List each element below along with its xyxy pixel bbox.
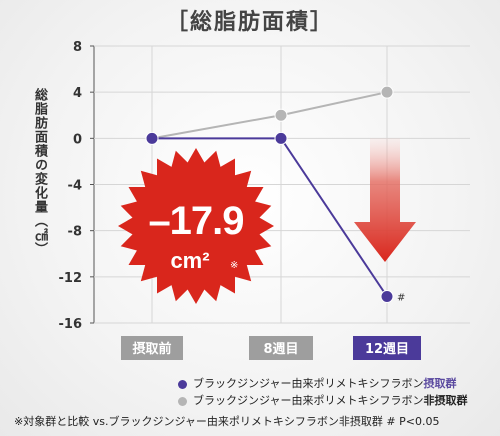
data-point [145,131,159,145]
significance-mark: # [397,292,405,303]
down-arrow-shape [354,138,416,262]
series-layer: # [145,85,405,303]
burst-note: ※ [230,260,238,271]
burst-shape [118,148,274,304]
y-tick-label: 0 [73,132,82,147]
y-tick-label: -4 [68,179,82,194]
x-axis-ticks: 摂取前 8週目 12週目 [121,336,421,360]
data-point [380,85,394,99]
legend-control: ブラックジンジャー由来ポリメトキシフラボン非摂取群 [178,392,467,408]
data-point [274,108,288,122]
series-line [151,91,388,140]
burst-value: –17.9 [148,199,243,243]
chart-axes: 8 4 0 -4 -8 -12 -16 [59,40,470,332]
y-axis-label: 総脂肪面積の変化量（㎠） [32,88,47,256]
legend-treated-suffix: 摂取群 [423,377,457,390]
burst-unit: cm² [170,248,209,273]
y-tick-label: 4 [73,86,82,101]
chart-title: ［総脂肪面積］ [165,10,334,35]
legend-control-marker [178,396,187,406]
x-tick-label: 12週目 [365,342,409,357]
y-tick-label: 8 [73,40,82,55]
y-tick-label: -12 [59,271,83,286]
x-tick-box [121,336,183,360]
x-tick-label: 8週目 [263,342,298,357]
legend-treated: ブラックジンジャー由来ポリメトキシフラボン摂取群 [178,375,456,391]
x-tick-box [249,336,313,360]
y-tick-label: -8 [68,225,82,240]
legend-control-suffix: 非摂取群 [423,394,468,407]
legend-treated-prefix: ブラックジンジャー由来ポリメトキシフラボン [193,377,424,390]
y-tick-label: -16 [59,317,83,332]
legend-control-prefix: ブラックジンジャー由来ポリメトキシフラボン [193,394,424,407]
reduction-burst: –17.9 cm² ※ [118,148,274,304]
decrease-arrow [354,138,416,262]
legend-treated-marker [178,379,187,389]
footnote: ※対象群と比較 vs.ブラックジンジャー由来ポリメトキシフラボン非摂取群 # P… [14,415,440,428]
data-point [380,289,394,303]
x-tick-label: 摂取前 [132,341,171,357]
data-point [274,131,288,145]
x-tick-box [353,336,421,360]
